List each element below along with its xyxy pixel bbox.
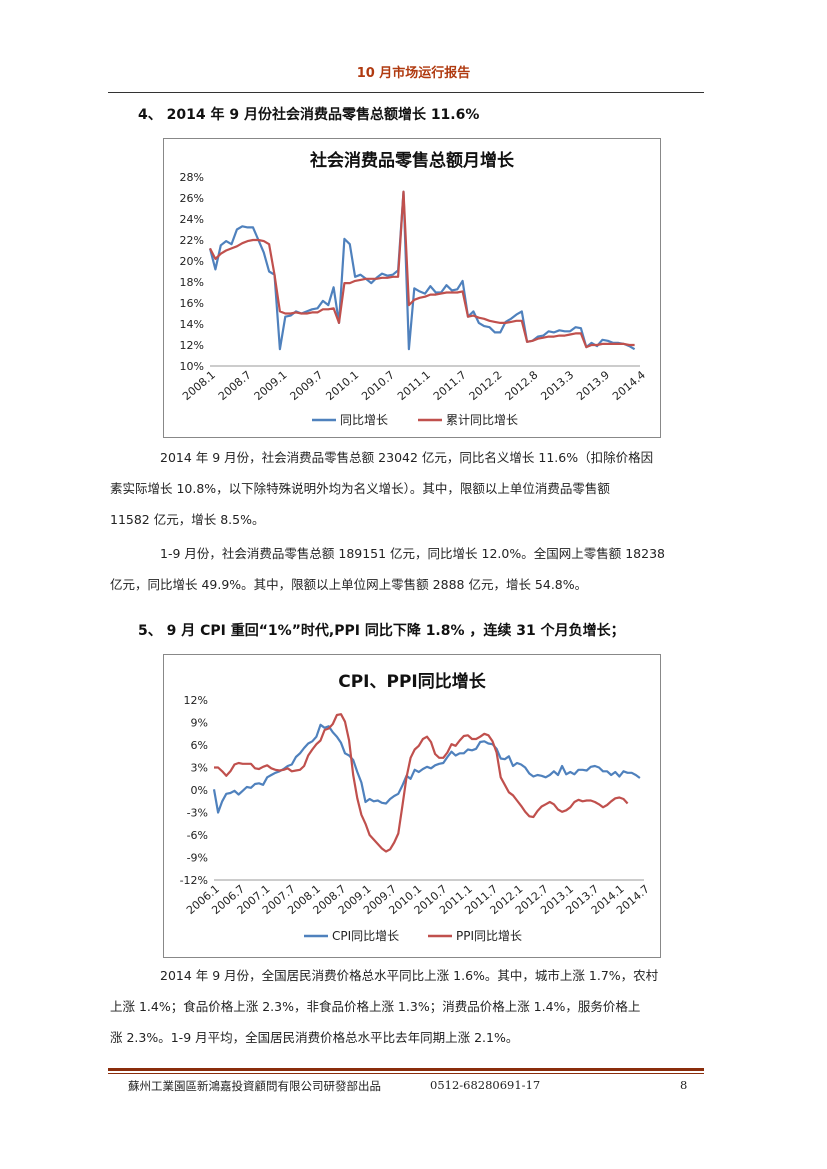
text-line: 上涨 1.4%；食品价格上涨 2.3%，非食品价格上涨 1.3%；消费品价格上涨… xyxy=(110,999,641,1014)
chart-title: 社会消费品零售总额月增长 xyxy=(309,150,515,171)
header-rule xyxy=(108,92,704,93)
retail-sales-chart-svg: 社会消费品零售总额月增长 10% 12% 14% 16% 18% 20% 22% 24% 26% 2… xyxy=(180,150,648,427)
y-tick-label: 3% xyxy=(191,762,208,775)
y-tick-label: 28% xyxy=(180,171,204,184)
legend-label: 同比增长 xyxy=(340,413,388,427)
x-tick-label: 2011.1 xyxy=(395,368,433,403)
legend-label: PPI同比增长 xyxy=(456,929,522,943)
cpi-ppi-chart: CPI、PPI同比增长 -12% -9% -6% -3% 0% 3% 6% 9% 12% 2006.… xyxy=(163,654,661,958)
x-tick-label: 2012.2 xyxy=(467,368,505,403)
y-tick-label: 14% xyxy=(180,318,204,331)
section4-paragraph-2: 1-9 月份，社会消费品零售总额 189151 亿元，同比增长 12.0%。全国… xyxy=(110,538,702,600)
y-tick-label: 6% xyxy=(191,739,208,752)
text-line: 2014 年 9 月份，社会消费品零售总额 23042 亿元，同比名义增长 11… xyxy=(160,450,654,465)
x-tick-label: 2009.7 xyxy=(288,368,326,403)
x-tick-label: 2013.9 xyxy=(574,368,612,403)
y-tick-label: 0% xyxy=(191,784,208,797)
x-tick-label: 2008.1 xyxy=(180,368,218,403)
section5-paragraph-1: 2014 年 9 月份，全国居民消费价格总水平同比上涨 1.6%。其中，城市上涨… xyxy=(110,960,702,1053)
series-line-2 xyxy=(209,190,635,349)
text-line: 1-9 月份，社会消费品零售总额 189151 亿元，同比增长 12.0%。全国… xyxy=(160,546,665,561)
y-tick-label: -3% xyxy=(187,807,208,820)
page-number: 8 xyxy=(680,1078,688,1092)
section4-heading: 4、 2014 年 9 月份社会消费品零售总额增长 11.6% xyxy=(138,107,480,123)
x-tick-label: 2013.3 xyxy=(538,368,576,403)
y-tick-label: 12% xyxy=(184,694,208,707)
series-line-1 xyxy=(208,190,636,351)
series-line-2 xyxy=(214,713,629,853)
section4-paragraph-1: 2014 年 9 月份，社会消费品零售总额 23042 亿元，同比名义增长 11… xyxy=(110,442,702,535)
x-tick-label: 2012.8 xyxy=(503,368,541,403)
y-tick-label: 12% xyxy=(180,339,204,352)
x-tick-label: 2011.7 xyxy=(431,368,469,403)
y-tick-label: 16% xyxy=(180,297,204,310)
series-line-1 xyxy=(212,723,641,814)
footer-company: 蘇州工業園區新鴻嘉投資顧問有限公司研發部出品 xyxy=(128,1079,381,1093)
footer-phone: 0512-68280691-17 xyxy=(430,1078,541,1092)
chart-title: CPI、PPI同比增长 xyxy=(338,671,487,692)
y-tick-label: -12% xyxy=(180,874,208,887)
y-tick-label: 22% xyxy=(180,234,204,247)
y-tick-label: 24% xyxy=(180,213,204,226)
y-tick-label: 26% xyxy=(180,192,204,205)
legend-label: 累计同比增长 xyxy=(446,413,518,427)
y-tick-label: 18% xyxy=(180,276,204,289)
y-tick-label: 9% xyxy=(191,717,208,730)
x-tick-label: 2009.1 xyxy=(252,368,290,403)
x-tick-label: 2010.1 xyxy=(323,368,361,403)
text-line: 11582 亿元，增长 8.5%。 xyxy=(110,512,265,527)
page-header: 10 月市场运行报告 xyxy=(356,66,471,81)
section5-heading: 5、 9 月 CPI 重回“1%”时代,PPI 同比下降 1.8% ，连续 31… xyxy=(138,623,625,639)
y-tick-label: -6% xyxy=(187,829,208,842)
y-tick-label: -9% xyxy=(187,852,208,865)
y-tick-label: 10% xyxy=(180,360,204,373)
text-line: 亿元，同比增长 49.9%。其中，限额以上单位网上零售额 2888 亿元，增长 … xyxy=(110,577,588,592)
cpi-ppi-chart-svg: CPI、PPI同比增长-12%-9%-6%-3%0%3%6%9%12%2006.… xyxy=(180,671,652,943)
y-tick-label: 20% xyxy=(180,255,204,268)
retail-sales-chart: 社会消费品零售总额月增长 10% 12% 14% 16% 18% 20% 22% 24% 26% 2… xyxy=(163,138,661,438)
x-tick-label: 2008.7 xyxy=(216,368,254,403)
text-line: 2014 年 9 月份，全国居民消费价格总水平同比上涨 1.6%。其中，城市上涨… xyxy=(160,968,659,983)
legend-label: CPI同比增长 xyxy=(332,929,399,943)
x-tick-label: 2014.4 xyxy=(610,368,648,403)
footer-rule-thin xyxy=(108,1073,704,1074)
footer-rule-thick xyxy=(108,1068,704,1071)
text-line: 涨 2.3%。1-9 月平均，全国居民消费价格总水平比去年同期上涨 2.1%。 xyxy=(110,1030,519,1045)
x-tick-label: 2010.7 xyxy=(359,368,397,403)
text-line: 素实际增长 10.8%，以下除特殊说明外均为名义增长）。其中，限额以上单位消费品… xyxy=(110,481,610,496)
